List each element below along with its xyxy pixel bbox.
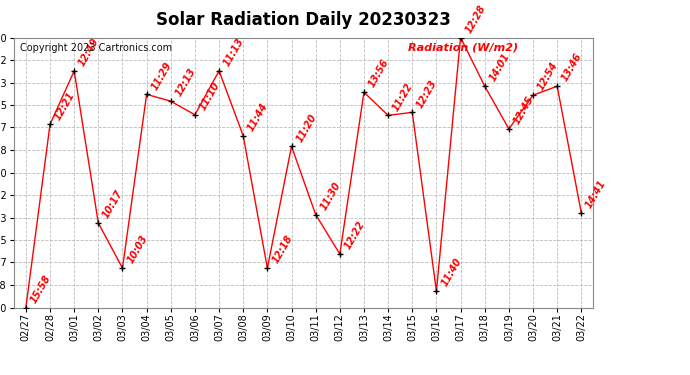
Text: 13:46: 13:46 [560,52,584,83]
Text: 10:17: 10:17 [101,189,125,220]
Text: 12:45: 12:45 [512,94,535,126]
Text: 14:01: 14:01 [488,52,511,83]
Text: 12:21: 12:21 [53,90,77,122]
Text: 11:20: 11:20 [295,112,318,144]
Text: Solar Radiation Daily 20230323: Solar Radiation Daily 20230323 [156,11,451,29]
Text: 11:22: 11:22 [391,81,415,112]
Text: 11:44: 11:44 [246,101,270,133]
Text: 10:03: 10:03 [126,234,149,266]
Text: 13:56: 13:56 [367,58,391,90]
Text: 14:41: 14:41 [584,178,608,210]
Text: 11:29: 11:29 [150,60,173,92]
Text: 12:18: 12:18 [270,234,294,266]
Text: Radiation (W/m2): Radiation (W/m2) [408,43,518,53]
Text: 11:30: 11:30 [319,180,342,212]
Text: 12:49: 12:49 [77,36,101,68]
Text: 12:28: 12:28 [464,3,487,35]
Text: 11:40: 11:40 [440,257,463,288]
Text: 12:22: 12:22 [343,219,366,251]
Text: 12:54: 12:54 [536,61,560,93]
Text: 15:58: 15:58 [29,273,52,305]
Text: 12:23: 12:23 [415,78,439,110]
Text: 11:10: 11:10 [198,80,221,112]
Text: 11:13: 11:13 [222,36,246,68]
Text: 12:13: 12:13 [174,67,197,99]
Text: Copyright 2023 Cartronics.com: Copyright 2023 Cartronics.com [19,43,172,53]
